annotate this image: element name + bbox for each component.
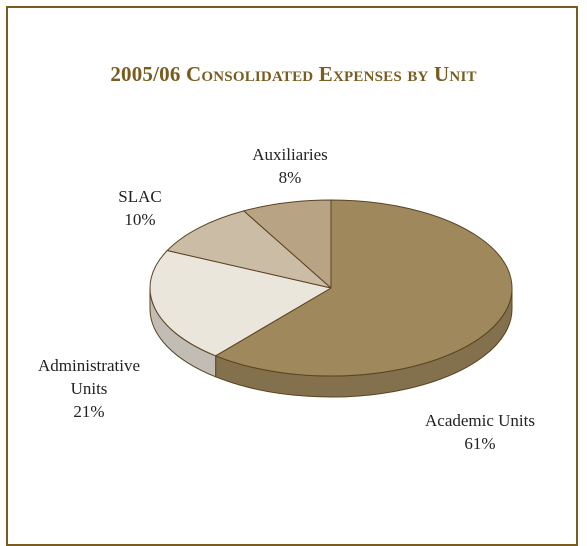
chart-title-year: 2005/06 [110, 62, 181, 86]
slice-label-slac-name: SLAC [118, 187, 162, 206]
slice-label-academic-units-name: Academic Units [425, 411, 535, 430]
slice-label-administrative-units: Administrative Units 21% [14, 354, 164, 423]
slice-label-slac: SLAC 10% [90, 185, 190, 231]
slice-label-auxiliaries-name: Auxiliaries [252, 145, 328, 164]
pie-slice-administrative-units [149, 250, 332, 357]
slice-label-academic-units-value: 61% [464, 434, 496, 453]
slice-label-administrative-units-line1: Administrative [38, 356, 140, 375]
pie-tops [149, 199, 513, 377]
slice-label-auxiliaries-value: 8% [278, 168, 302, 187]
chart-title-text: Consolidated Expenses by Unit [186, 62, 477, 86]
pie-chart [149, 199, 513, 398]
slice-label-auxiliaries: Auxiliaries 8% [225, 143, 355, 189]
pie-slice-auxiliaries [243, 199, 332, 289]
chart-title: 2005/06 Consolidated Expenses by Unit [0, 62, 587, 87]
slice-label-administrative-units-value: 21% [73, 402, 105, 421]
slice-label-slac-value: 10% [124, 210, 156, 229]
pie-slice-academic-units [215, 199, 513, 377]
slice-label-academic-units: Academic Units 61% [380, 409, 580, 455]
pie-slice-slac [166, 210, 332, 289]
slice-label-administrative-units-line2: Units [70, 379, 108, 398]
